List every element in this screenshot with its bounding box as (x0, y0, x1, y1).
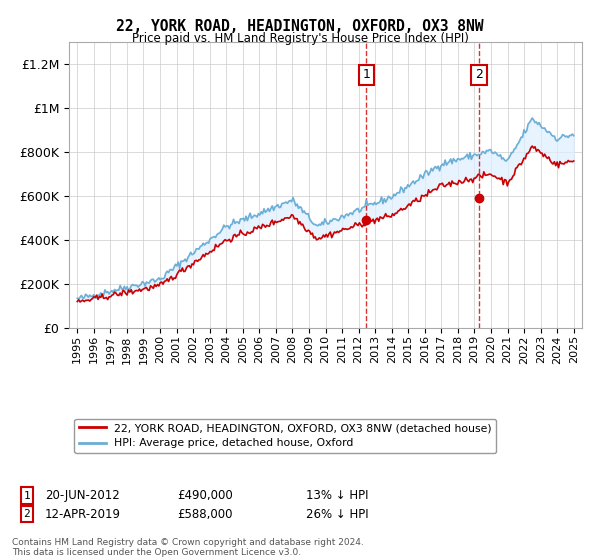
Text: £490,000: £490,000 (177, 489, 233, 502)
Text: Contains HM Land Registry data © Crown copyright and database right 2024.
This d: Contains HM Land Registry data © Crown c… (12, 538, 364, 557)
Text: 1: 1 (23, 491, 31, 501)
Text: 1: 1 (362, 68, 370, 81)
Text: £588,000: £588,000 (177, 507, 233, 521)
Text: 26% ↓ HPI: 26% ↓ HPI (306, 507, 368, 521)
Text: Price paid vs. HM Land Registry's House Price Index (HPI): Price paid vs. HM Land Registry's House … (131, 32, 469, 45)
Text: 13% ↓ HPI: 13% ↓ HPI (306, 489, 368, 502)
Text: 22, YORK ROAD, HEADINGTON, OXFORD, OX3 8NW: 22, YORK ROAD, HEADINGTON, OXFORD, OX3 8… (116, 19, 484, 34)
Text: 2: 2 (23, 509, 31, 519)
Text: 2: 2 (475, 68, 483, 81)
Text: 12-APR-2019: 12-APR-2019 (45, 507, 121, 521)
Text: 20-JUN-2012: 20-JUN-2012 (45, 489, 120, 502)
Legend: 22, YORK ROAD, HEADINGTON, OXFORD, OX3 8NW (detached house), HPI: Average price,: 22, YORK ROAD, HEADINGTON, OXFORD, OX3 8… (74, 419, 496, 453)
